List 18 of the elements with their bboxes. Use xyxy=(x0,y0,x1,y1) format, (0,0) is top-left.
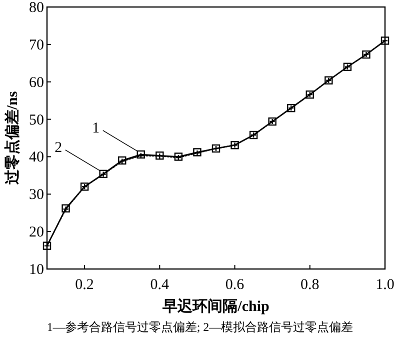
x-tick-label: 0.6 xyxy=(225,277,245,293)
y-tick-label: 80 xyxy=(29,0,44,16)
y-tick-label: 10 xyxy=(29,262,44,278)
annotation: 2 xyxy=(54,140,62,156)
x-axis-title: 早迟环间隔/chip xyxy=(162,298,270,315)
annotation: 1 xyxy=(92,120,100,136)
y-axis-title: 过零点偏差/ns xyxy=(4,91,21,186)
x-tick-label: 0.4 xyxy=(150,277,170,293)
x-tick-label: 0.2 xyxy=(75,277,94,293)
y-tick-label: 30 xyxy=(29,187,44,204)
y-tick-label: 20 xyxy=(29,224,44,241)
text: 1—参考合路信号过零点偏差; 2—模拟合路信号过零点偏差 xyxy=(46,320,354,334)
y-tick-label: 70 xyxy=(29,37,44,54)
y-tick-label: 40 xyxy=(29,150,44,166)
y-tick-label: 60 xyxy=(29,74,44,91)
x-tick-label: 1.0 xyxy=(376,277,394,293)
y-tick-label: 50 xyxy=(29,112,44,128)
x-tick-label: 0.8 xyxy=(300,277,320,293)
